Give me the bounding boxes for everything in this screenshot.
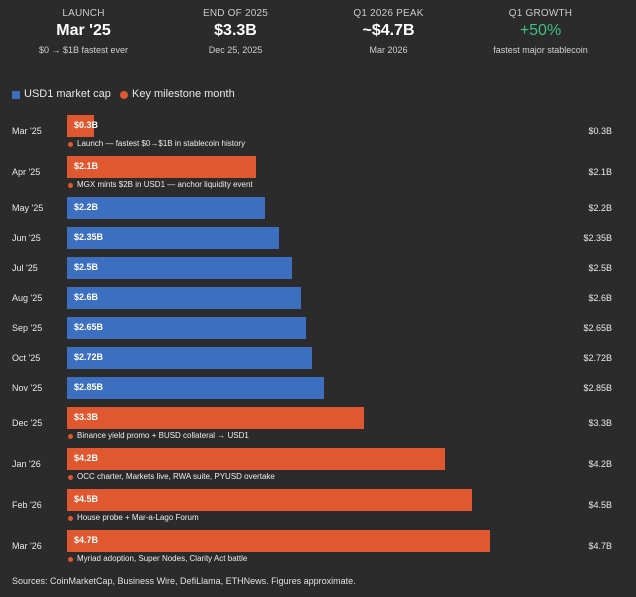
bar: $4.2B [67,448,445,470]
milestone-dot-icon [68,557,73,562]
category-label: Jan '26 [12,459,41,469]
category-label: Apr '25 [12,167,41,177]
category-label: Nov '25 [12,383,43,393]
legend-label: Key milestone month [132,88,235,100]
bar-value-label: $2.2B [74,202,99,212]
legend-label: USD1 market cap [24,88,111,100]
kpi-label: LAUNCH [62,8,105,19]
category-label: Jun '25 [12,233,41,243]
category-label: Dec '25 [12,418,43,428]
bar: $0.3B [67,115,98,137]
row-value-label: $2.2B [588,203,612,213]
bar: $2.1B [67,156,256,178]
bar: $4.5B [67,489,472,511]
legend-swatch-blue-icon [12,91,20,99]
bar-value-label: $4.2B [74,453,99,463]
bar-value-label: $2.72B [74,352,104,362]
bar-value-label: $3.3B [74,412,99,422]
kpi-strip: LAUNCH Mar '25 $0 → $1B fastest ever END… [0,0,636,62]
milestone-note: Launch — fastest $0→$1B in stablecoin hi… [77,139,246,148]
milestone-note: Myriad adoption, Super Nodes, Clarity Ac… [77,554,248,563]
category-label: Sep '25 [12,323,43,333]
milestone-dot-icon [68,183,73,188]
milestone-note: House probe + Mar-a-Lago Forum [77,513,199,522]
row-value-label: $2.35B [583,233,612,243]
kpi-label: Q1 2026 PEAK [353,8,424,19]
legend-swatch-orange-icon [120,91,128,99]
category-label: Mar '26 [12,541,42,551]
milestone-note: Binance yield promo + BUSD collateral → … [77,431,249,440]
kpi-value: ~$4.7B [362,22,415,39]
bar-value-label: $2.65B [74,322,104,332]
row-value-label: $2.72B [583,353,612,363]
milestone-dot-icon [68,475,73,480]
kpi-value: +50% [519,22,562,39]
milestone-dot-icon [68,516,73,521]
row-value-label: $3.3B [588,418,612,428]
bar-value-label: $2.35B [74,232,104,242]
category-label: May '25 [12,203,44,213]
category-label: Feb '26 [12,500,42,510]
row-value-label: $2.5B [588,263,612,273]
bar-value-label: $2.6B [74,292,99,302]
kpi-value: $3.3B [214,22,257,39]
bar: $2.2B [67,197,265,219]
kpi-label: END OF 2025 [202,8,268,19]
row-value-label: $2.85B [583,383,612,393]
kpi-sub: $0 → $1B fastest ever [38,45,129,55]
bar: $3.3B [67,407,364,429]
row-value-label: $2.65B [583,323,612,333]
kpi-value: Mar '25 [56,22,111,39]
row-value-label: $4.5B [588,500,612,510]
milestone-note: MGX mints $2B in USD1 — anchor liquidity… [77,180,253,189]
bar-value-label: $4.5B [74,494,99,504]
bar: $2.65B [67,317,306,339]
milestone-note: OCC charter, Markets live, RWA suite, PY… [77,472,275,481]
row-value-label: $2.1B [588,167,612,177]
bar-value-label: $0.3B [74,120,99,130]
category-label: Aug '25 [12,293,43,303]
bar-value-label: $2.5B [74,262,99,272]
row-value-label: $2.6B [588,293,612,303]
bar: $2.6B [67,287,301,309]
bar: $2.5B [67,257,292,279]
row-value-label: $4.7B [588,541,612,551]
bar-value-label: $2.85B [74,382,104,392]
milestone-dot-icon [68,434,73,439]
bar: $2.35B [67,227,279,249]
kpi-label: Q1 GROWTH [508,8,573,19]
milestone-dot-icon [68,142,73,147]
category-label: Jul '25 [12,263,38,273]
row-value-label: $4.2B [588,459,612,469]
category-label: Oct '25 [12,353,41,363]
kpi-sub: Mar 2026 [369,45,408,55]
bar: $2.85B [67,377,324,399]
bar-value-label: $4.7B [74,535,99,545]
bar: $4.7B [67,530,490,552]
kpi-sub: fastest major stablecoin [493,45,588,55]
bar: $2.72B [67,347,312,369]
chart-source: Sources: CoinMarketCap, Business Wire, D… [12,576,356,586]
row-value-label: $0.3B [588,126,612,136]
kpi-sub: Dec 25, 2025 [208,45,263,55]
bar-value-label: $2.1B [74,161,99,171]
category-label: Mar '25 [12,126,42,136]
